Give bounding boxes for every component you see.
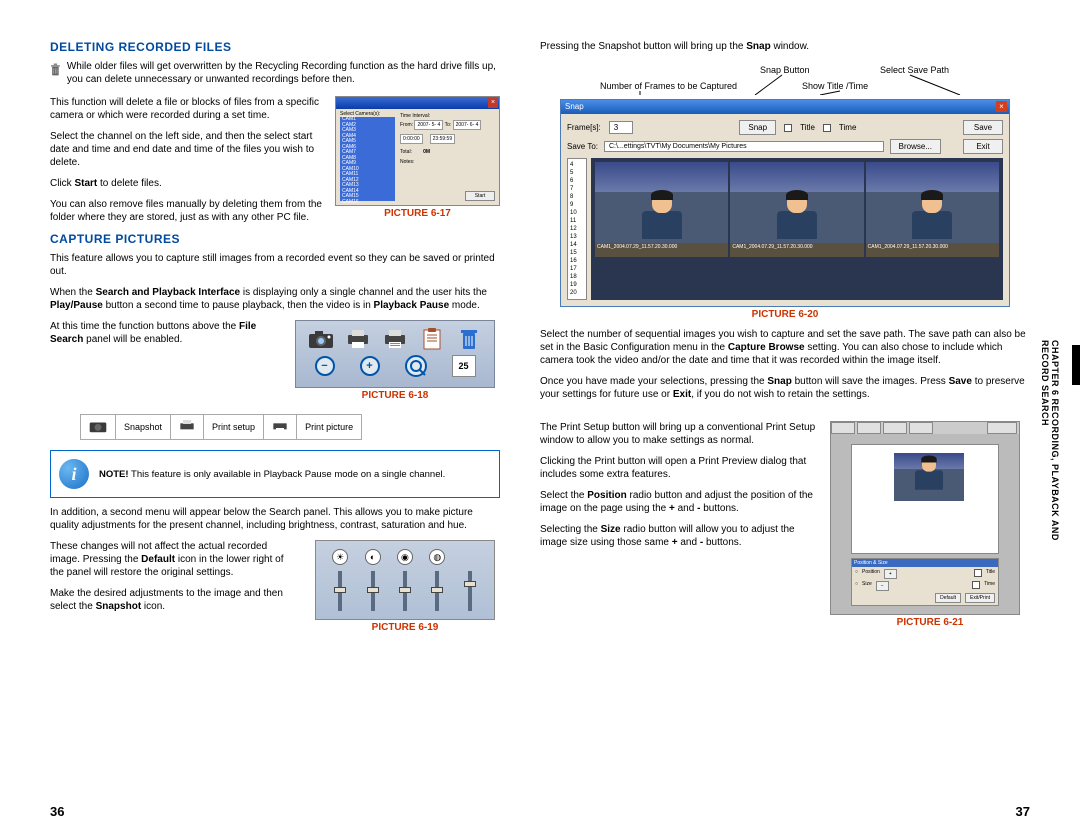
snap-thumb-2: CAM1_2004.07.29_11.57.20.30.000 <box>730 162 863 257</box>
heading-capture: CAPTURE PICTURES <box>50 232 500 246</box>
svg-text:Select Save Path: Select Save Path <box>880 65 949 75</box>
manual-spread: DELETING RECORDED FILES While older file… <box>0 0 1080 834</box>
print-p1: The Print Setup button will bring up a c… <box>540 421 818 447</box>
svg-text:Snap Button: Snap Button <box>760 65 810 75</box>
heading-deleting: DELETING RECORDED FILES <box>50 40 500 54</box>
printer-icon-2 <box>381 327 409 351</box>
snap-intro: Pressing the Snapshot button will bring … <box>540 40 1030 53</box>
page-right: Pressing the Snapshot button will bring … <box>520 0 1080 834</box>
zoom-fit-icon <box>405 355 427 377</box>
svg-text:Number of Frames to be Capture: Number of Frames to be Captured <box>600 81 737 91</box>
snap-thumb-3: CAM1_2004.07.29_11.57.20.30.000 <box>866 162 999 257</box>
snap-thumb-1: CAM1_2004.07.29_11.57.20.30.000 <box>595 162 728 257</box>
trash-icon-2 <box>455 327 483 351</box>
capture-p6: Make the desired adjustments to the imag… <box>50 587 290 613</box>
caption-617: PICTURE 6-17 <box>335 208 500 219</box>
capture-p2: When the Search and Playback Interface i… <box>50 286 500 312</box>
delete-dialog-screenshot: × Select Camera(s): CAM1CAM2CAM3CAM4CAM5… <box>335 96 500 232</box>
delete-p1: This function will delete a file or bloc… <box>50 96 323 122</box>
zoom-out-icon: − <box>315 356 335 376</box>
sliders-screenshot: ☀ ◐ ◉ ◍ <box>315 540 495 620</box>
caption-620: PICTURE 6-20 <box>540 309 1030 320</box>
caption-618: PICTURE 6-18 <box>290 390 500 401</box>
page-number-right: 37 <box>1016 804 1030 819</box>
clipboard-icon <box>418 327 446 351</box>
brightness-icon: ☀ <box>332 549 348 565</box>
capture-p1: This feature allows you to capture still… <box>50 252 500 278</box>
delete-p4: You can also remove files manually by de… <box>50 198 323 224</box>
hue-icon: ◍ <box>429 549 445 565</box>
delete-p2: Select the channel on the left side, and… <box>50 130 323 169</box>
snap-window-screenshot: Snap× Frame[s]: 3 Snap Title Time Save S… <box>560 99 1010 307</box>
delete-intro: While older files will get overwritten b… <box>67 60 500 86</box>
svg-text:Show Title /Time: Show Title /Time <box>802 81 868 91</box>
delete-p3: Click Start to delete files. <box>50 177 323 190</box>
printer-icon <box>344 327 372 351</box>
chapter-label: CHAPTER 6 RECORDING, PLAYBACK AND RECORD… <box>1046 340 1060 580</box>
page-number-left: 36 <box>50 804 64 819</box>
snap-annotations: Number of Frames to be Captured Snap But… <box>540 61 1030 95</box>
chapter-tab <box>1072 345 1080 385</box>
camera-icon <box>307 327 335 351</box>
print-p3: Select the Position radio button and adj… <box>540 489 818 515</box>
info-icon: i <box>59 459 89 489</box>
trash-icon <box>50 60 61 80</box>
print-preview-screenshot: Position & Size ○Position+Title ○Size−Ti… <box>830 421 1020 615</box>
right-para1: Select the number of sequential images y… <box>540 328 1030 367</box>
icon-legend-table: Snapshot Print setup Print picture <box>80 414 362 440</box>
calendar-icon: 25 <box>452 355 476 377</box>
right-para2: Once you have made your selections, pres… <box>540 375 1030 401</box>
print-p2: Clicking the Print button will open a Pr… <box>540 455 818 481</box>
capture-p3: At this time the function buttons above … <box>50 320 270 346</box>
capture-p5: These changes will not affect the actual… <box>50 540 290 579</box>
caption-619: PICTURE 6-19 <box>310 622 500 633</box>
contrast-icon: ◐ <box>365 549 381 565</box>
page-left: DELETING RECORDED FILES While older file… <box>0 0 520 834</box>
zoom-in-icon: + <box>360 356 380 376</box>
saturation-icon: ◉ <box>397 549 413 565</box>
note-callout: i NOTE! This feature is only available i… <box>50 450 500 498</box>
caption-621: PICTURE 6-21 <box>830 617 1030 628</box>
capture-p4: In addition, a second menu will appear b… <box>50 506 500 532</box>
toolbar-screenshot: − + 25 <box>295 320 495 388</box>
print-p4: Selecting the Size radio button will all… <box>540 523 818 549</box>
